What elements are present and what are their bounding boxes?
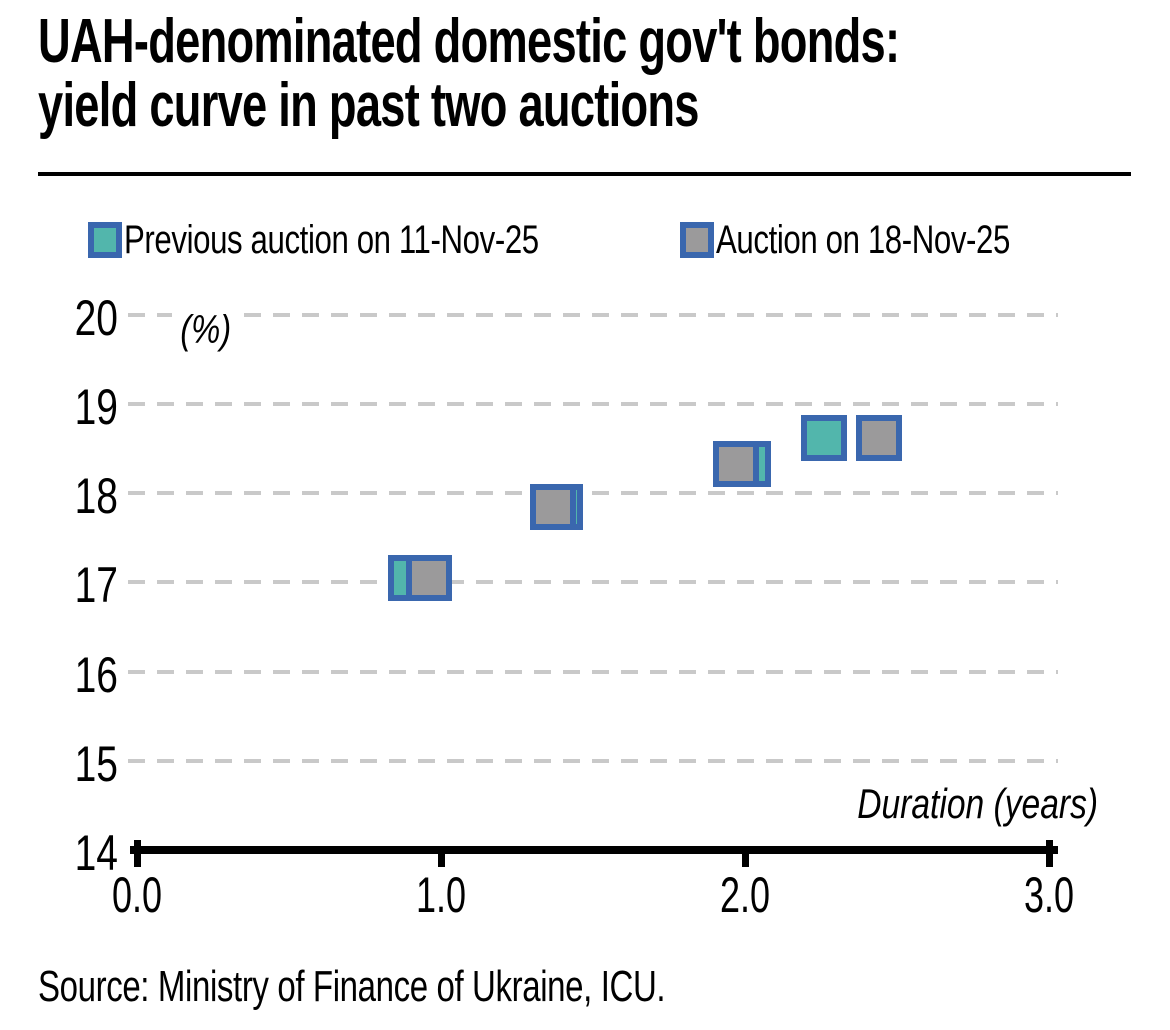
y-tick-label-14: 14 <box>74 825 118 881</box>
x-tick-2.0 <box>742 846 749 867</box>
y-tick-label-17: 17 <box>74 557 118 614</box>
chart-title: UAH-denominated domestic gov't bonds: yi… <box>38 10 1060 138</box>
gridline-18 <box>128 491 1058 496</box>
data-point-latest-2 <box>712 440 759 487</box>
y-tick-label-18: 18 <box>74 468 118 525</box>
chart-title-line-2: yield curve in past two auctions <box>38 71 699 140</box>
x-tick-1.0 <box>438 846 445 867</box>
y-tick-label-19: 19 <box>74 379 118 435</box>
gridline-20 <box>128 312 1058 317</box>
x-axis-title: Duration (years) <box>857 780 1098 827</box>
data-point-latest-1 <box>530 483 577 530</box>
data-point-previous-3 <box>801 414 848 461</box>
gridline-15 <box>128 758 1058 763</box>
x-tick-label-2.0: 2.0 <box>719 867 771 923</box>
legend-label-previous-auction: Previous auction on 11-Nov-25 <box>124 218 539 262</box>
x-tick-label-0.0: 0.0 <box>111 867 163 923</box>
data-point-latest-3 <box>855 414 902 461</box>
legend-marker-latest-auction-icon <box>680 222 714 258</box>
x-tick-label-1.0: 1.0 <box>415 867 467 923</box>
legend-label-latest-auction: Auction on 18-Nov-25 <box>716 218 1010 262</box>
gridline-17 <box>128 580 1058 585</box>
y-tick-label-15: 15 <box>74 735 118 792</box>
title-divider-rule <box>38 172 1131 176</box>
source-note: Source: Ministry of Finance of Ukraine, … <box>38 962 666 1011</box>
x-tick-0.0 <box>134 840 141 867</box>
data-point-latest-0 <box>405 554 452 601</box>
y-tick-label-20: 20 <box>74 289 118 346</box>
x-tick-3.0 <box>1046 840 1053 867</box>
y-tick-label-16: 16 <box>74 646 118 703</box>
gridline-19 <box>128 402 1058 406</box>
y-axis-unit-label: (%) <box>172 306 240 355</box>
chart-title-line-1: UAH-denominated domestic gov't bonds: <box>38 7 900 76</box>
gridline-16 <box>128 669 1058 674</box>
x-axis-line <box>130 846 1058 854</box>
legend-marker-previous-auction-icon <box>88 222 122 258</box>
x-tick-label-3.0: 3.0 <box>1023 867 1075 923</box>
